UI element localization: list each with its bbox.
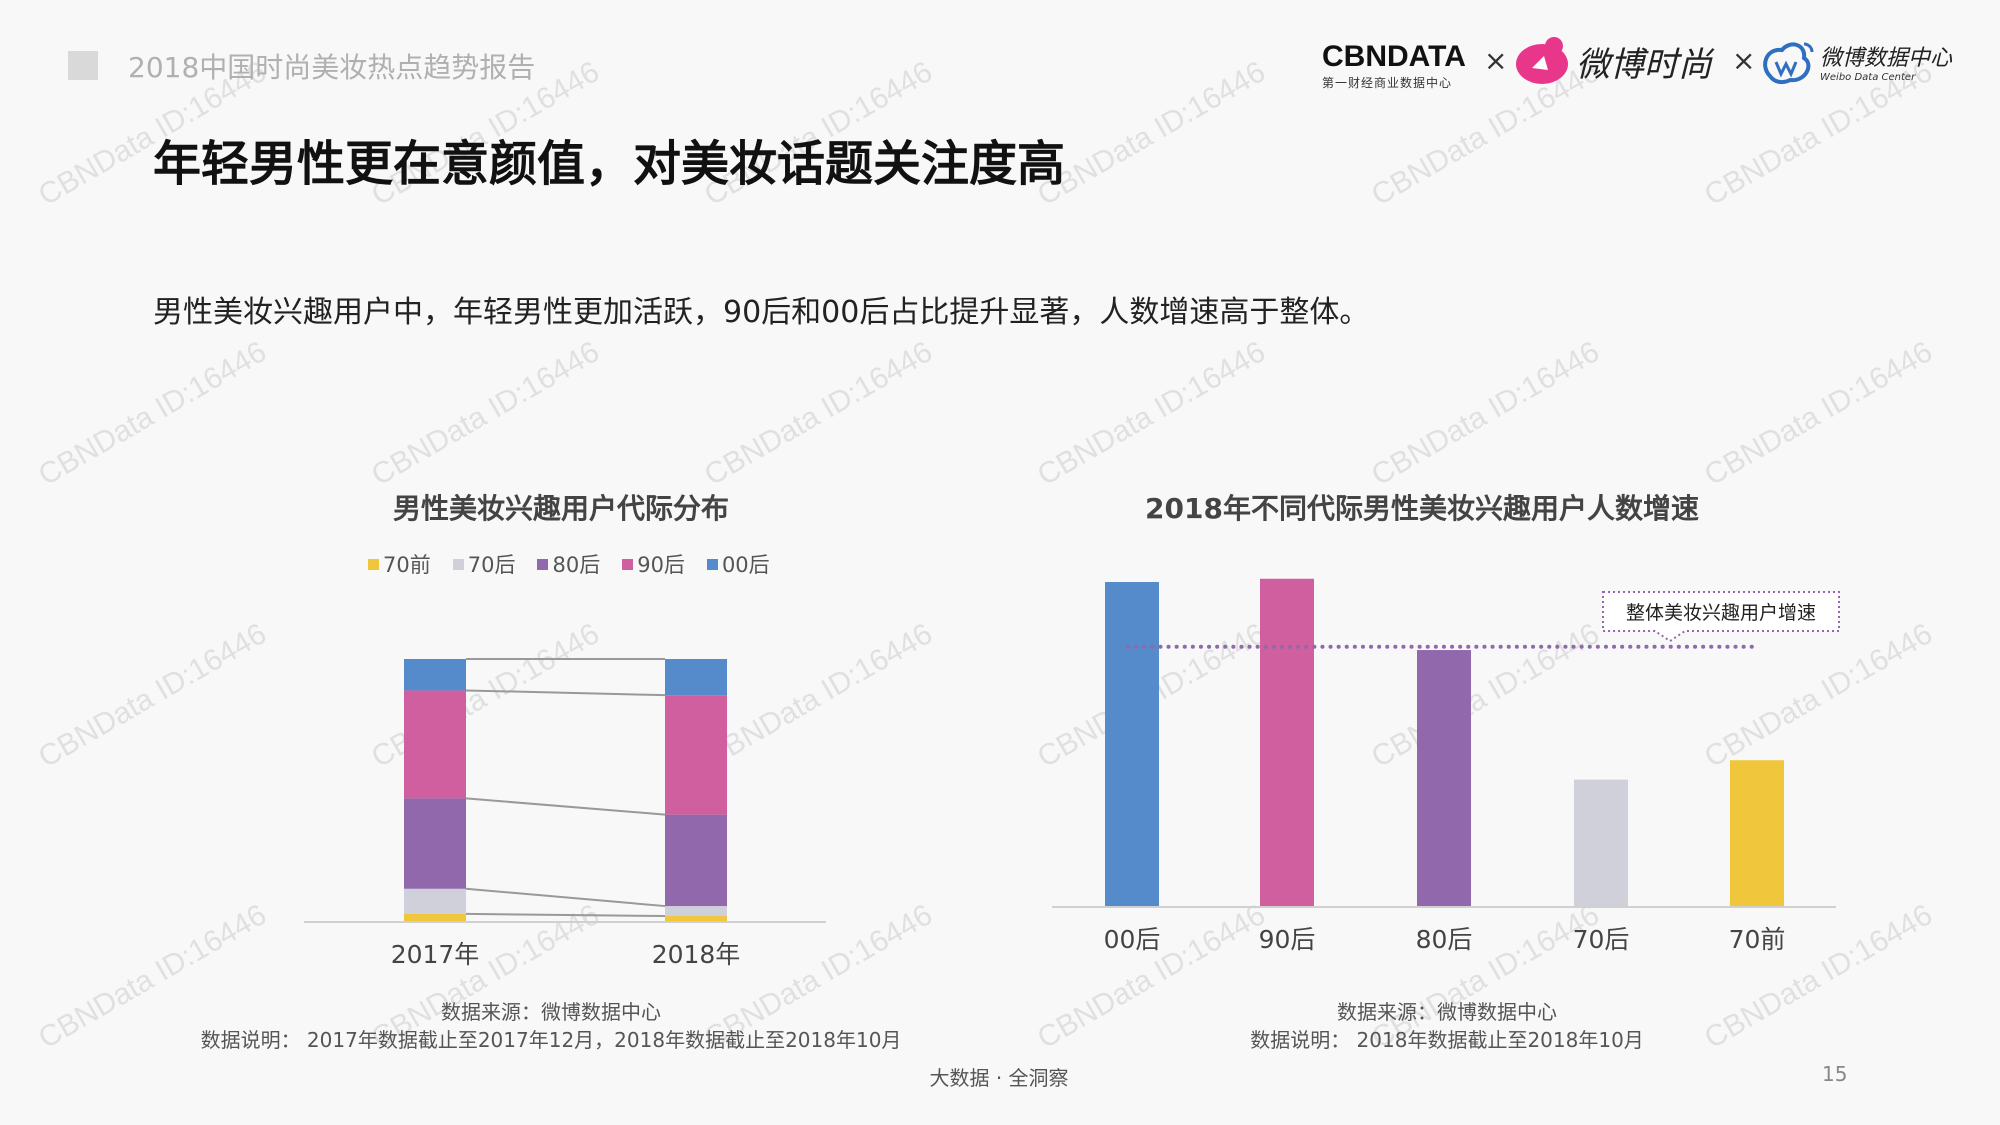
legend-label: 00后: [721, 553, 770, 577]
right-chart-title: 2018年不同代际男性美妆兴趣用户人数增速: [1145, 492, 1699, 525]
legend-label: 90后: [637, 553, 685, 577]
bar-segment-00后: [404, 659, 466, 691]
x-tick-label: 2018年: [652, 940, 741, 969]
legend-item: 90后: [622, 549, 685, 579]
legend-item: 80后: [537, 549, 600, 579]
bar-00后: [1105, 582, 1159, 906]
report-title: 2018中国时尚美妆热点趋势报告: [128, 51, 536, 84]
legend-item: 00后: [706, 549, 770, 579]
reference-line-label: 整体美妆兴趣用户增速: [1626, 602, 1816, 624]
cbndata-logo-text: CBNDATA: [1322, 40, 1466, 73]
weibo-data-logo-text: 微博数据中心: [1820, 45, 1953, 71]
header-square-icon: [68, 51, 98, 80]
weibo-data-center-logo: 微博数据中心 Weibo Data Center: [1760, 36, 1952, 86]
cbndata-logo-subtext: 第一财经商业数据中心: [1322, 76, 1453, 90]
cbndata-logo: CBNDATA 第一财经商业数据中心: [1322, 40, 1474, 91]
reference-callout-box: [1602, 591, 1840, 643]
left-note-text: 数据说明： 2017年数据截止至2017年12月，2018年数据截止至2018年…: [200, 1028, 902, 1052]
bar-70前: [1730, 760, 1784, 906]
bar-segment-70后: [404, 888, 466, 914]
bar-segment-70前: [665, 916, 727, 921]
legend-swatch: [706, 558, 718, 570]
footer-tag: 大数据 · 全洞察: [929, 1066, 1069, 1090]
times-sign: ×: [1732, 44, 1756, 77]
legend-item: 70前: [368, 549, 431, 579]
bar-segment-70后: [665, 906, 727, 917]
x-tick-label: 00后: [1104, 925, 1161, 954]
connector-line: [465, 797, 666, 816]
page-number: 15: [1822, 1062, 1848, 1086]
bar-90后: [1260, 578, 1314, 906]
page-title: 年轻男性更在意颜值，对美妆话题关注度高: [153, 136, 1066, 192]
bar-70后: [1574, 779, 1628, 906]
right-note-text: 数据说明： 2018年数据截止至2018年10月: [1250, 1028, 1644, 1052]
legend-label: 80后: [552, 553, 601, 577]
connector-line: [465, 887, 666, 908]
weibo-data-logo-subtext: Weibo Data Center: [1820, 71, 1916, 83]
right-chart-source: 数据来源：微博数据中心 数据说明： 2018年数据截止至2018年10月: [1250, 998, 1644, 1054]
left-chart: 2017年 2018年: [304, 658, 826, 969]
left-source-text: 数据来源：微博数据中心: [440, 1000, 661, 1024]
x-tick-label: 70前: [1729, 925, 1786, 954]
bar-segment-90后: [404, 690, 466, 799]
x-tick-label: 90后: [1259, 925, 1316, 954]
bar-segment-80后: [404, 798, 466, 889]
x-tick-label: 70后: [1573, 925, 1630, 954]
legend-item: 70后: [452, 549, 516, 579]
bar-segment-00后: [665, 659, 727, 696]
left-chart-legend: 70前 70后 80后 90后 00后: [368, 549, 770, 579]
right-chart: 00后 90后 80后 70后 70前 整体美妆兴趣用户增速: [1052, 578, 1840, 954]
weibo-fashion-logo: 微博时尚: [1514, 36, 1712, 86]
legend-swatch: [452, 558, 464, 570]
x-tick-label: 80后: [1416, 925, 1473, 954]
connector-line: [465, 912, 666, 918]
bar-segment-90后: [665, 695, 727, 815]
page-subtitle: 男性美妆兴趣用户中，年轻男性更加活跃，90后和00后占比提升显著，人数增速高于整…: [153, 295, 1370, 330]
weibo-data-icon: [1763, 42, 1814, 85]
bar-segment-70前: [404, 913, 466, 921]
legend-label: 70后: [467, 553, 516, 577]
legend-swatch: [537, 558, 549, 570]
legend-swatch: [368, 558, 379, 570]
weibo-fashion-icon: [1516, 37, 1568, 84]
left-chart-title: 男性美妆兴趣用户代际分布: [392, 492, 730, 525]
bar-80后: [1417, 650, 1471, 906]
right-source-text: 数据来源：微博数据中心: [1336, 1000, 1557, 1024]
times-sign: ×: [1484, 44, 1508, 77]
left-chart-source: 数据来源：微博数据中心 数据说明： 2017年数据截止至2017年12月，201…: [201, 998, 902, 1054]
bar-segment-80后: [665, 814, 727, 907]
legend-swatch: [622, 558, 634, 570]
connector-line: [465, 689, 666, 697]
weibo-fashion-logo-text: 微博时尚: [1576, 44, 1712, 85]
legend-label: 70前: [383, 553, 431, 577]
x-tick-label: 2017年: [391, 940, 480, 969]
